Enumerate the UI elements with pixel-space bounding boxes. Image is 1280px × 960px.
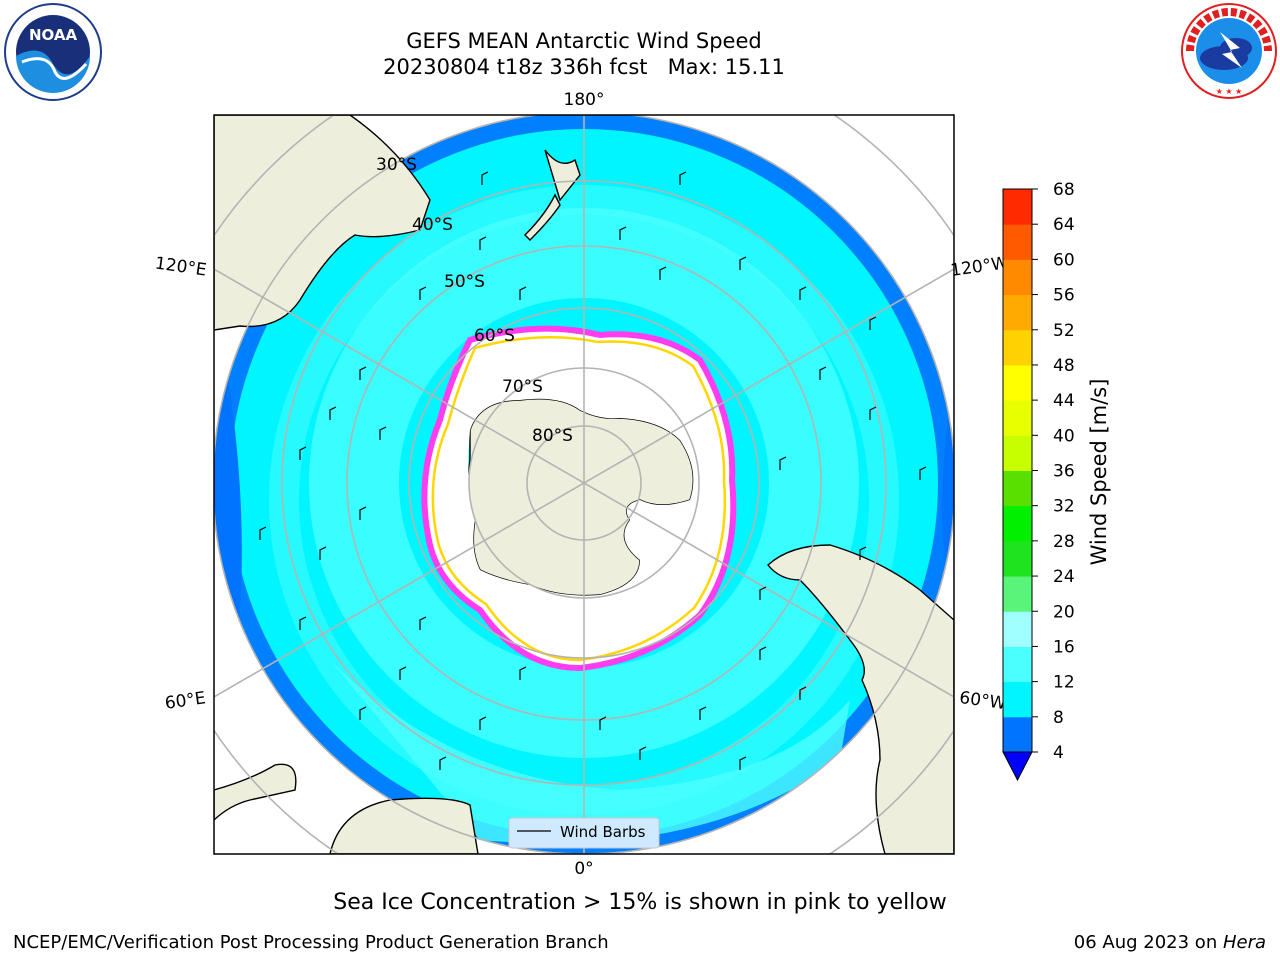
colorbar-tick-label: 44 bbox=[1053, 391, 1075, 411]
colorbar-tick-label: 32 bbox=[1053, 497, 1075, 517]
colorbar-band bbox=[1003, 189, 1032, 225]
colorbar-tick-label: 4 bbox=[1053, 743, 1064, 763]
colorbar-tick-label: 68 bbox=[1053, 180, 1075, 200]
colorbar-band bbox=[1003, 294, 1032, 331]
lon-label-120e: 120°E bbox=[154, 254, 208, 281]
lon-label-0: 0° bbox=[574, 859, 593, 879]
colorbar-band bbox=[1003, 540, 1032, 577]
lon-label-180: 180° bbox=[564, 90, 605, 110]
chart-title: GEFS MEAN Antarctic Wind Speed bbox=[406, 29, 762, 53]
colorbar-tick-label: 8 bbox=[1053, 708, 1064, 728]
colorbar-band bbox=[1003, 364, 1032, 401]
colorbar-tick-label: 60 bbox=[1053, 250, 1075, 270]
noaa-logo: NOAA bbox=[4, 3, 102, 101]
lat-label-70s: 70°S bbox=[502, 377, 543, 397]
lat-label-40s: 40°S bbox=[412, 215, 453, 235]
lon-label-120w: 120°W bbox=[949, 253, 1009, 281]
footer-credit: NCEP/EMC/Verification Post Processing Pr… bbox=[13, 932, 609, 953]
colorbar-band bbox=[1003, 611, 1032, 647]
colorbar-band bbox=[1003, 224, 1032, 260]
colorbar-band bbox=[1003, 716, 1032, 753]
colorbar-tick-label: 56 bbox=[1053, 286, 1075, 306]
colorbar-band bbox=[1003, 576, 1032, 612]
lon-label-60e: 60°E bbox=[164, 688, 207, 713]
colorbar-tick-label: 40 bbox=[1053, 426, 1075, 446]
lat-label-30s: 30°S bbox=[376, 155, 417, 175]
colorbar-tick-label: 52 bbox=[1053, 321, 1075, 341]
sea-ice-note: Sea Ice Concentration > 15% is shown in … bbox=[333, 890, 947, 915]
colorbar-tick-label: 28 bbox=[1053, 532, 1075, 552]
colorbar-tick-label: 16 bbox=[1053, 637, 1075, 657]
colorbar-band bbox=[1003, 646, 1032, 683]
nws-logo: ★ ★ ★ bbox=[1181, 3, 1277, 99]
colorbar-band bbox=[1003, 435, 1032, 471]
colorbar-tick-label: 20 bbox=[1053, 602, 1075, 622]
footer-machine: Hera bbox=[1222, 932, 1266, 953]
legend-label: Wind Barbs bbox=[560, 823, 646, 841]
sea-ice bbox=[421, 325, 737, 672]
colorbar-band bbox=[1003, 505, 1032, 542]
wind-barbs bbox=[259, 171, 927, 770]
legend: Wind Barbs bbox=[508, 817, 660, 849]
footer-date: 06 Aug 2023 on Hera bbox=[1074, 932, 1266, 953]
graticule bbox=[214, 115, 954, 854]
colorbar-tick-label: 12 bbox=[1053, 673, 1075, 693]
svg-text:★ ★ ★: ★ ★ ★ bbox=[1216, 87, 1243, 96]
svg-text:NOAA: NOAA bbox=[29, 26, 78, 44]
colorbar-extend-arrow bbox=[1002, 751, 1033, 782]
lat-label-80s: 80°S bbox=[532, 426, 573, 446]
lon-label-60w: 60°W bbox=[958, 688, 1007, 714]
plot-frame bbox=[213, 114, 955, 855]
colorbar-band bbox=[1003, 329, 1032, 366]
chart-subtitle: 20230804 t18z 336h fcst Max: 15.11 bbox=[383, 55, 785, 79]
colorbar-band bbox=[1003, 259, 1032, 296]
lat-label-60s: 60°S bbox=[474, 326, 515, 346]
colorbar-tick-label: 48 bbox=[1053, 356, 1075, 376]
lat-label-50s: 50°S bbox=[444, 272, 485, 292]
colorbar-tick-label: 64 bbox=[1053, 215, 1075, 235]
colorbar-label: Wind Speed [m/s] bbox=[1087, 379, 1111, 566]
land bbox=[214, 115, 954, 854]
colorbar-tick-label: 36 bbox=[1053, 462, 1075, 482]
colorbar-band bbox=[1003, 400, 1032, 436]
colorbar-tick-label: 24 bbox=[1053, 567, 1075, 587]
footer-date-text: 06 Aug 2023 on bbox=[1073, 932, 1223, 953]
colorbar-band bbox=[1003, 470, 1032, 507]
colorbar-band bbox=[1003, 681, 1032, 718]
